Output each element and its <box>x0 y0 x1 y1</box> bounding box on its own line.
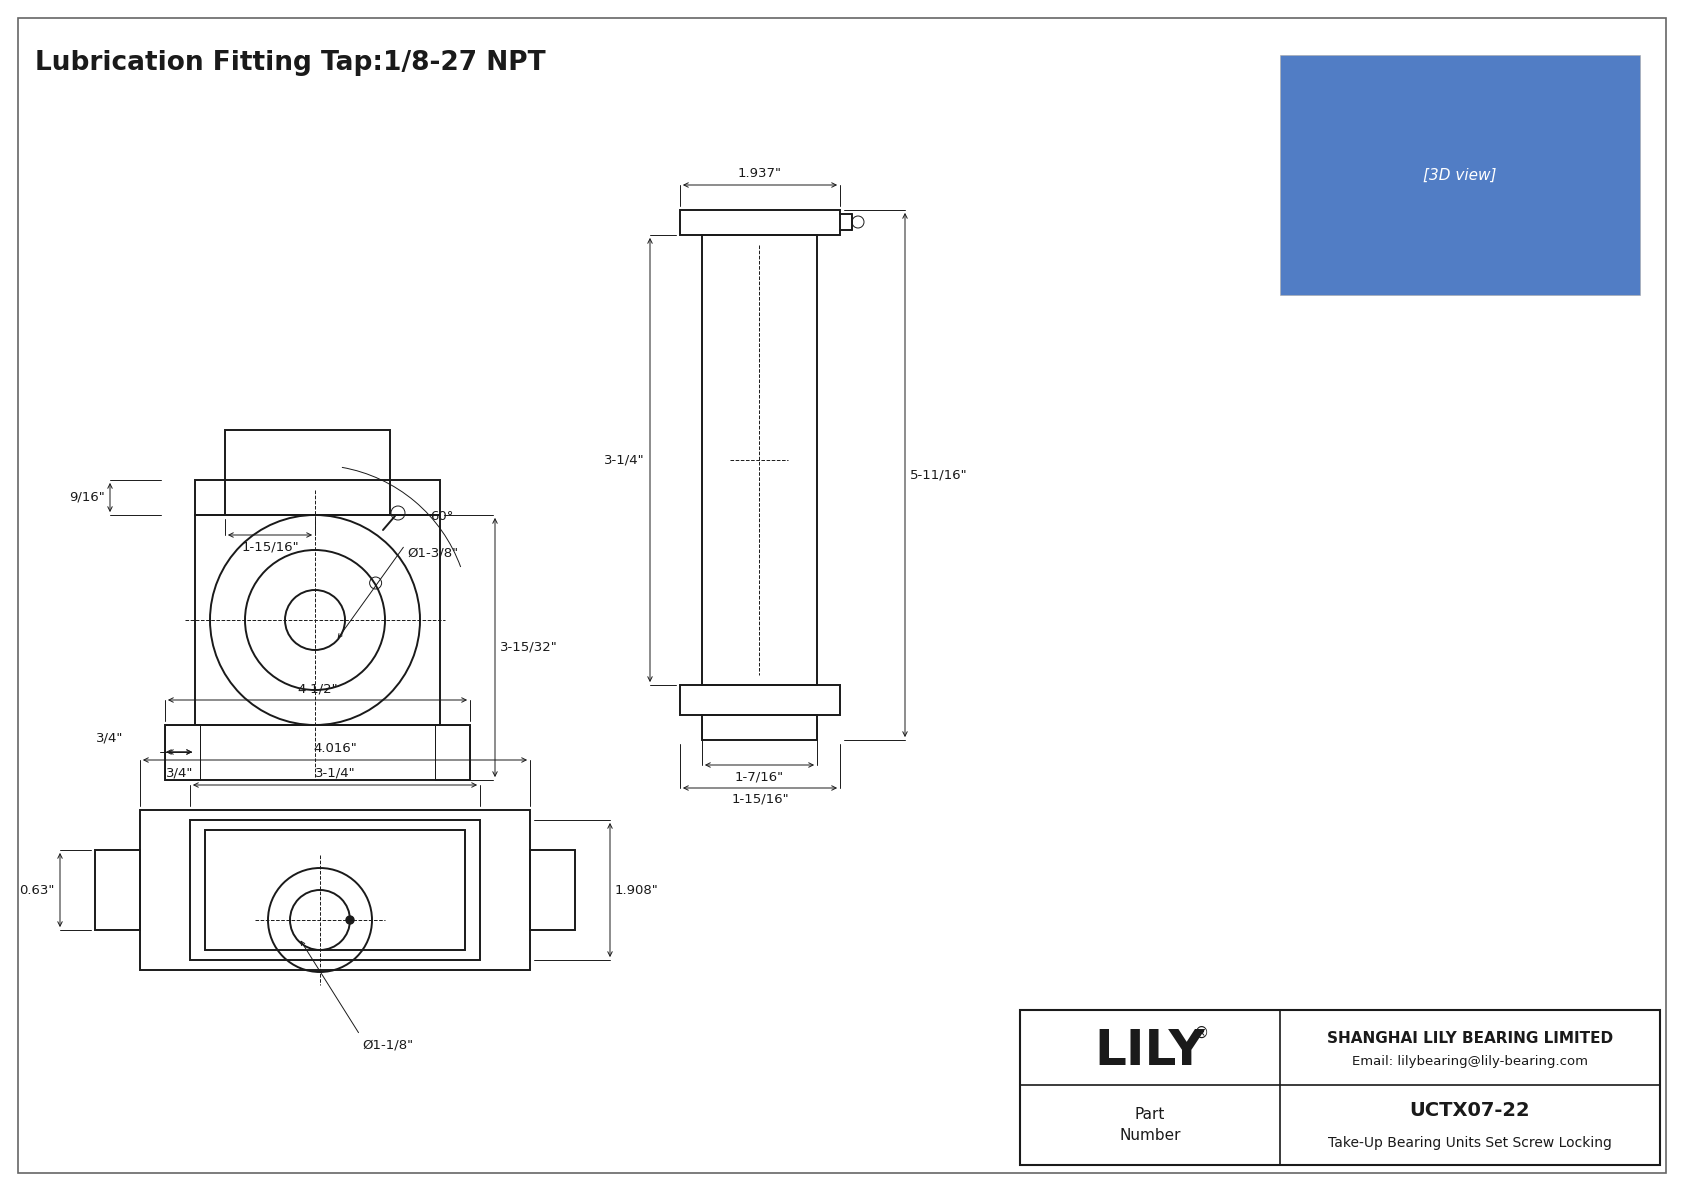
Bar <box>680 685 840 715</box>
Text: 4.016": 4.016" <box>313 742 357 755</box>
Bar <box>205 830 465 950</box>
Circle shape <box>345 916 354 924</box>
Text: 1-15/16": 1-15/16" <box>731 793 788 806</box>
Bar <box>140 810 530 969</box>
Bar <box>1021 1010 1660 1165</box>
Bar <box>680 210 840 235</box>
Text: UCTX07-22: UCTX07-22 <box>1410 1102 1531 1120</box>
Bar <box>702 715 817 740</box>
Text: 3-1/4": 3-1/4" <box>605 454 645 467</box>
Text: 3/4": 3/4" <box>96 731 123 744</box>
Bar <box>165 725 200 780</box>
Text: Email: lilybearing@lily-bearing.com: Email: lilybearing@lily-bearing.com <box>1352 1054 1588 1067</box>
Text: 1.908": 1.908" <box>615 884 658 897</box>
Bar <box>195 480 440 515</box>
Text: 3-1/4": 3-1/4" <box>315 767 355 780</box>
Text: ®: ® <box>1194 1025 1209 1041</box>
Text: 0.63": 0.63" <box>20 884 56 897</box>
Bar <box>165 725 470 780</box>
Text: Part
Number: Part Number <box>1120 1106 1180 1143</box>
Text: Ø1-1/8": Ø1-1/8" <box>362 1039 413 1052</box>
Bar <box>702 235 817 685</box>
Text: Take-Up Bearing Units Set Screw Locking: Take-Up Bearing Units Set Screw Locking <box>1329 1135 1612 1149</box>
Text: 1-15/16": 1-15/16" <box>241 540 298 553</box>
Bar <box>530 850 574 930</box>
Bar <box>1280 55 1640 295</box>
Text: Ø1-3/8": Ø1-3/8" <box>408 547 458 560</box>
Text: Lubrication Fitting Tap:1/8-27 NPT: Lubrication Fitting Tap:1/8-27 NPT <box>35 50 546 76</box>
Text: 4-1/2": 4-1/2" <box>296 682 338 696</box>
Text: [3D view]: [3D view] <box>1423 168 1497 182</box>
Bar <box>434 725 470 780</box>
Bar <box>226 430 391 515</box>
Text: 5-11/16": 5-11/16" <box>909 468 968 481</box>
Text: 1-7/16": 1-7/16" <box>734 771 785 782</box>
Text: LILY: LILY <box>1095 1027 1206 1075</box>
Text: SHANGHAI LILY BEARING LIMITED: SHANGHAI LILY BEARING LIMITED <box>1327 1031 1613 1046</box>
Text: 60°: 60° <box>429 510 453 523</box>
Text: 1.937": 1.937" <box>738 167 781 180</box>
Bar <box>190 819 480 960</box>
Bar <box>94 850 140 930</box>
Text: 9/16": 9/16" <box>69 491 104 504</box>
Text: 3/4": 3/4" <box>167 766 194 779</box>
Text: 3-15/32": 3-15/32" <box>500 641 557 654</box>
Bar <box>195 515 440 725</box>
